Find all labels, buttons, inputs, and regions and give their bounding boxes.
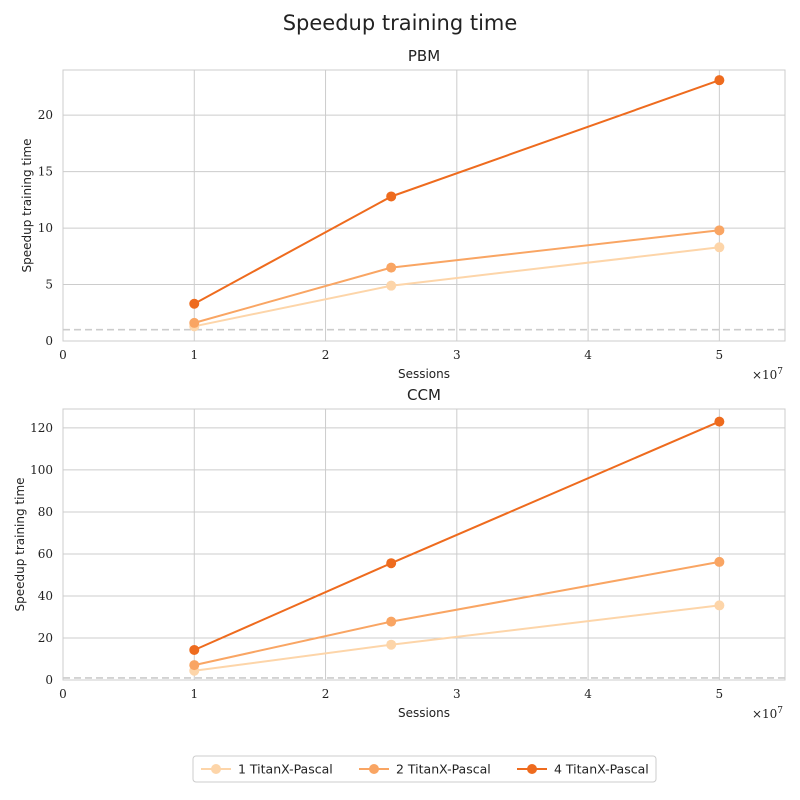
x-tick-label: 4 [584, 348, 592, 362]
series-2 [189, 225, 725, 328]
data-point [714, 225, 725, 236]
data-point [386, 558, 397, 569]
data-point [714, 75, 725, 86]
x-tick-label: 1 [190, 348, 198, 362]
y-tick-label: 10 [38, 221, 53, 235]
series-1 [189, 242, 725, 332]
y-tick-label: 0 [45, 334, 53, 348]
panel-title: PBM [408, 47, 440, 65]
panel-title: CCM [407, 386, 441, 404]
legend-frame [192, 755, 657, 783]
legend-item: 2 TitanX-Pascal [359, 762, 491, 777]
data-point [386, 262, 397, 273]
axes-frame [62, 408, 786, 681]
chart-ccm: 0 1 2 3 4 5 0 20 40 60 80 100 120 ×107 CCM Sessions Spee… [13, 386, 786, 721]
x-tick-label: 4 [584, 687, 592, 701]
data-point [189, 644, 200, 655]
plot-area [63, 409, 785, 680]
x-tick-label: 2 [322, 348, 330, 362]
y-tick-label: 0 [45, 673, 53, 687]
data-point [714, 600, 725, 611]
plot-area [63, 70, 785, 341]
y-tick-label: 20 [38, 631, 53, 645]
legend-marker [211, 764, 221, 774]
legend: 1 TitanX-Pascal 2 TitanX-Pascal 4 TitanX-P… [192, 755, 657, 783]
figure-title: Speedup training time [283, 11, 518, 35]
legend-label: 4 TitanX-Pascal [554, 762, 649, 777]
x-tick-label: 0 [59, 348, 67, 362]
data-point [714, 416, 725, 427]
x-tick-label: 3 [453, 687, 461, 701]
y-tick-label: 60 [38, 547, 53, 561]
legend-item: 4 TitanX-Pascal [517, 762, 649, 777]
y-axis-label: Speedup training time [20, 138, 34, 272]
legend-label: 1 TitanX-Pascal [238, 762, 333, 777]
data-point [189, 660, 200, 671]
data-point [386, 191, 397, 202]
x-tick-label: 0 [59, 687, 67, 701]
data-point [189, 298, 200, 309]
legend-marker [369, 764, 379, 774]
x-offset-label: ×107 [752, 706, 783, 721]
y-tick-label: 100 [30, 463, 53, 477]
y-axis-label: Speedup training time [13, 477, 27, 611]
x-tick-label: 5 [716, 687, 724, 701]
series-2 [189, 556, 725, 671]
y-tick-label: 40 [38, 589, 53, 603]
x-tick-label: 2 [322, 687, 330, 701]
x-axis-label: Sessions [398, 367, 450, 381]
data-point [714, 242, 725, 253]
chart-pbm: 0 1 2 3 4 5 0 5 10 15 20 ×107 PBM Sessions Speedup tra… [20, 47, 786, 382]
data-point [189, 317, 200, 328]
data-point [386, 616, 397, 627]
axes-frame [62, 69, 786, 342]
data-point [386, 639, 397, 650]
x-axis-label: Sessions [398, 706, 450, 720]
x-tick-label: 5 [716, 348, 724, 362]
x-offset-label: ×107 [752, 367, 783, 382]
y-tick-label: 80 [38, 505, 53, 519]
legend-item: 1 TitanX-Pascal [201, 762, 333, 777]
legend-marker [527, 764, 537, 774]
x-tick-label: 1 [190, 687, 198, 701]
y-tick-label: 15 [38, 165, 53, 179]
y-tick-label: 20 [38, 108, 53, 122]
series-3 [189, 75, 725, 309]
data-point [714, 556, 725, 567]
x-tick-label: 3 [453, 348, 461, 362]
data-point [386, 280, 397, 291]
y-tick-label: 120 [30, 421, 53, 435]
series-3 [189, 416, 725, 655]
y-tick-label: 5 [45, 278, 53, 292]
legend-label: 2 TitanX-Pascal [396, 762, 491, 777]
